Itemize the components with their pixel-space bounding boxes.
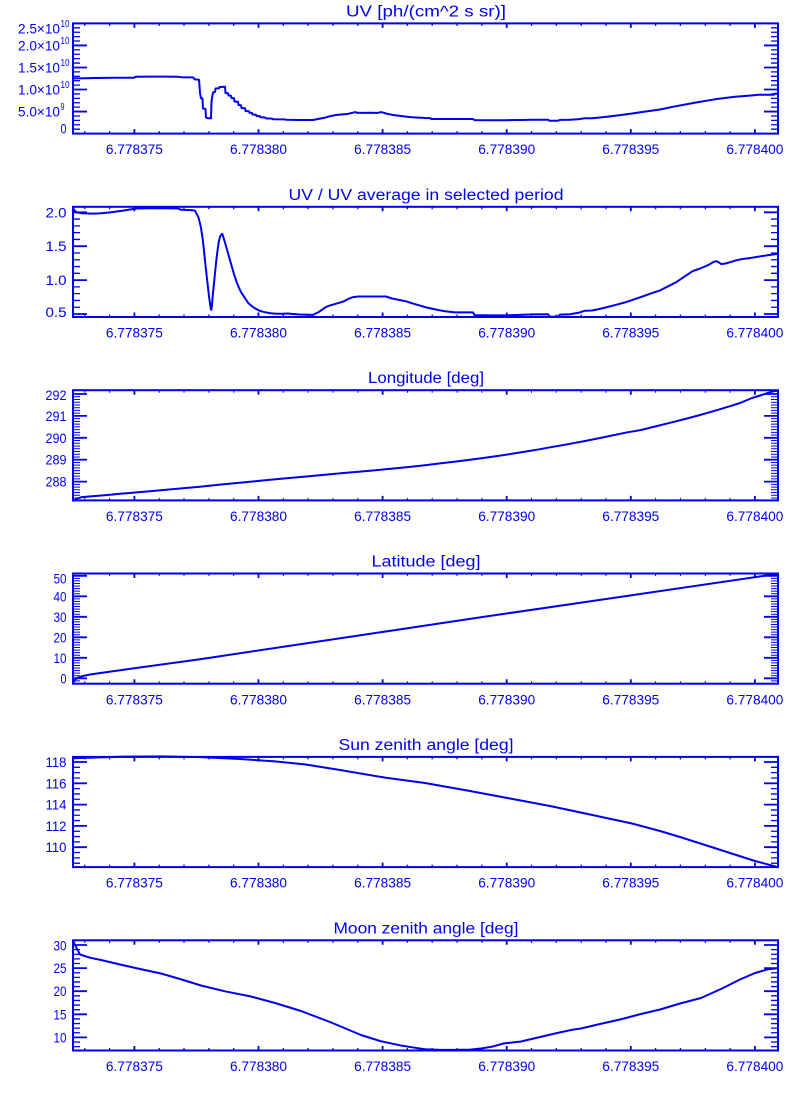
svg-text:2.0×10: 2.0×10 bbox=[18, 37, 60, 53]
svg-text:30: 30 bbox=[54, 609, 67, 625]
svg-text:15: 15 bbox=[54, 1006, 67, 1022]
svg-text:6.778385: 6.778385 bbox=[354, 875, 411, 891]
svg-text:1.0: 1.0 bbox=[46, 272, 67, 288]
svg-text:6.778400: 6.778400 bbox=[726, 875, 783, 891]
svg-text:40: 40 bbox=[54, 588, 67, 604]
svg-text:290: 290 bbox=[46, 430, 67, 446]
svg-text:6.778390: 6.778390 bbox=[478, 508, 535, 524]
svg-text:114: 114 bbox=[46, 797, 67, 813]
svg-text:6.778385: 6.778385 bbox=[354, 325, 411, 341]
svg-text:292: 292 bbox=[46, 387, 67, 403]
svg-text:288: 288 bbox=[46, 474, 67, 490]
svg-text:Latitude [deg]: Latitude [deg] bbox=[372, 554, 481, 571]
svg-text:6.778375: 6.778375 bbox=[106, 691, 163, 707]
svg-text:118: 118 bbox=[46, 754, 67, 770]
svg-text:6.778395: 6.778395 bbox=[602, 691, 659, 707]
svg-text:6.778385: 6.778385 bbox=[354, 508, 411, 524]
svg-text:6.778400: 6.778400 bbox=[726, 1058, 783, 1074]
svg-text:Sun zenith angle [deg]: Sun zenith angle [deg] bbox=[339, 737, 514, 754]
svg-text:6.778385: 6.778385 bbox=[354, 1058, 411, 1074]
svg-text:10: 10 bbox=[61, 80, 70, 91]
svg-text:6.778385: 6.778385 bbox=[354, 141, 411, 157]
svg-text:50: 50 bbox=[54, 571, 67, 587]
svg-text:0: 0 bbox=[61, 121, 67, 137]
svg-text:20: 20 bbox=[54, 629, 67, 645]
svg-text:6.778395: 6.778395 bbox=[602, 1058, 659, 1074]
svg-text:10: 10 bbox=[61, 19, 70, 30]
svg-text:6.778395: 6.778395 bbox=[602, 325, 659, 341]
svg-text:112: 112 bbox=[46, 818, 67, 834]
svg-text:6.778390: 6.778390 bbox=[478, 875, 535, 891]
svg-text:291: 291 bbox=[46, 408, 67, 424]
svg-text:25: 25 bbox=[54, 960, 67, 976]
svg-text:6.778375: 6.778375 bbox=[106, 508, 163, 524]
svg-text:UV [ph/(cm^2 s sr)]: UV [ph/(cm^2 s sr)] bbox=[346, 3, 506, 20]
svg-text:UV / UV average in selected pe: UV / UV average in selected period bbox=[289, 187, 564, 204]
svg-text:1.5: 1.5 bbox=[46, 238, 67, 254]
svg-text:6.778395: 6.778395 bbox=[602, 875, 659, 891]
svg-text:6.778400: 6.778400 bbox=[726, 691, 783, 707]
svg-text:2.5×10: 2.5×10 bbox=[18, 20, 60, 36]
svg-text:0: 0 bbox=[61, 670, 67, 686]
svg-text:6.778385: 6.778385 bbox=[354, 691, 411, 707]
svg-text:6.778380: 6.778380 bbox=[230, 325, 287, 341]
svg-text:20: 20 bbox=[54, 983, 67, 999]
svg-text:6.778395: 6.778395 bbox=[602, 508, 659, 524]
svg-text:Longitude [deg]: Longitude [deg] bbox=[368, 370, 484, 387]
svg-text:10: 10 bbox=[54, 650, 67, 666]
svg-text:10: 10 bbox=[61, 36, 70, 47]
svg-text:10: 10 bbox=[61, 58, 70, 69]
svg-text:1.5×10: 1.5×10 bbox=[18, 59, 60, 75]
svg-text:6.778400: 6.778400 bbox=[726, 325, 783, 341]
svg-text:2.0: 2.0 bbox=[46, 204, 67, 220]
svg-text:Moon zenith angle [deg]: Moon zenith angle [deg] bbox=[334, 920, 519, 937]
svg-text:6.778380: 6.778380 bbox=[230, 1058, 287, 1074]
svg-text:6.778390: 6.778390 bbox=[478, 325, 535, 341]
svg-text:6.778390: 6.778390 bbox=[478, 141, 535, 157]
svg-text:6.778380: 6.778380 bbox=[230, 508, 287, 524]
svg-text:0.5: 0.5 bbox=[46, 304, 67, 320]
svg-text:116: 116 bbox=[46, 775, 67, 791]
svg-text:6.778390: 6.778390 bbox=[478, 1058, 535, 1074]
svg-text:6.778380: 6.778380 bbox=[230, 141, 287, 157]
svg-text:9: 9 bbox=[61, 102, 65, 113]
svg-text:1.0×10: 1.0×10 bbox=[18, 82, 60, 98]
svg-text:5.0×10: 5.0×10 bbox=[18, 104, 60, 120]
svg-text:6.778400: 6.778400 bbox=[726, 508, 783, 524]
svg-text:6.778380: 6.778380 bbox=[230, 875, 287, 891]
svg-text:6.778400: 6.778400 bbox=[726, 141, 783, 157]
svg-text:6.778375: 6.778375 bbox=[106, 1058, 163, 1074]
svg-text:110: 110 bbox=[46, 839, 67, 855]
svg-text:6.778390: 6.778390 bbox=[478, 691, 535, 707]
svg-text:6.778395: 6.778395 bbox=[602, 141, 659, 157]
svg-text:6.778375: 6.778375 bbox=[106, 325, 163, 341]
svg-text:30: 30 bbox=[54, 937, 67, 953]
svg-text:289: 289 bbox=[46, 452, 67, 468]
svg-text:6.778375: 6.778375 bbox=[106, 141, 163, 157]
svg-text:10: 10 bbox=[54, 1029, 67, 1045]
svg-text:6.778375: 6.778375 bbox=[106, 875, 163, 891]
svg-text:6.778380: 6.778380 bbox=[230, 691, 287, 707]
